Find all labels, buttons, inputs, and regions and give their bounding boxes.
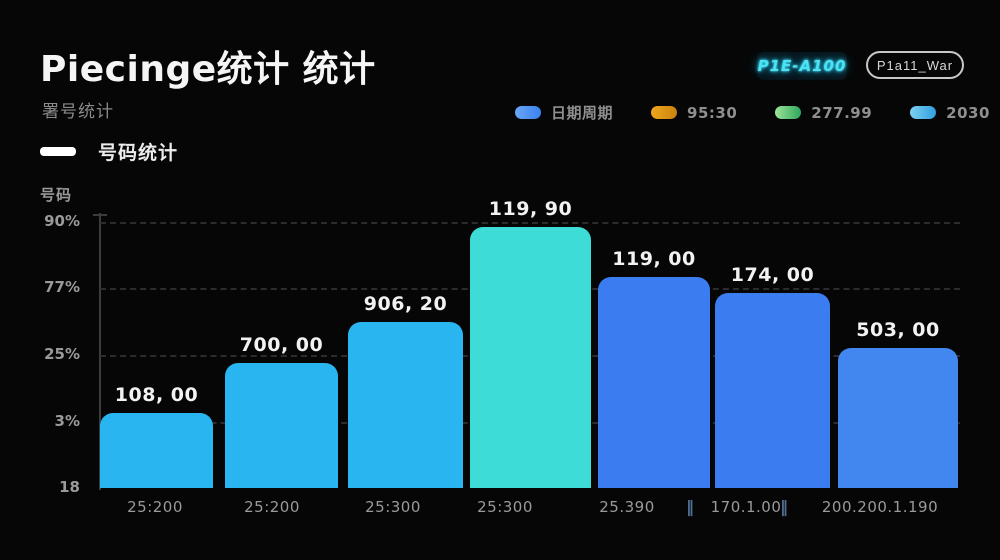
neon-watermark-badge: P1E-A100 (757, 52, 847, 80)
y-axis-tick-label: 18 (59, 478, 80, 496)
bar[interactable] (715, 293, 830, 488)
y-axis-tick-label: 3% (54, 412, 80, 430)
legend-item-label: 日期周期 (551, 104, 614, 122)
legend-item[interactable]: 2030 (910, 104, 990, 122)
x-axis-tick-label: 170.1.00 (710, 498, 782, 516)
bar-value-label: 906, 20 (363, 293, 448, 315)
legend-item[interactable]: 95:30 (651, 104, 737, 122)
legend-item-label: 95:30 (687, 103, 738, 122)
y-axis-line (99, 213, 101, 490)
x-axis-tick-label: 200.200.1.190 (821, 498, 939, 516)
axis-artifact-mark-icon: ‖ (780, 497, 788, 516)
bar[interactable] (348, 322, 463, 488)
bar-value-label: 174, 00 (730, 264, 815, 286)
y-axis-title: 号码 (40, 186, 73, 204)
bar-value-label: 119, 90 (488, 198, 573, 220)
page-title: Piecinge统计 统计 (40, 49, 376, 90)
axis-artifact-mark-icon: ‖ (686, 497, 694, 516)
legend-item-label: 2030 (946, 103, 990, 122)
legend-item-label: 277.99 (811, 103, 873, 122)
legend-swatch-icon (515, 106, 541, 119)
bar[interactable] (100, 413, 213, 488)
y-axis-top-tick-icon (93, 214, 107, 216)
y-axis-tick-label: 77% (44, 278, 80, 296)
bar[interactable] (598, 277, 710, 488)
x-axis-tick-label: 25:300 (477, 498, 533, 516)
bar-value-label: 108, 00 (114, 384, 199, 406)
y-axis-tick-label: 90% (44, 212, 80, 230)
bar[interactable] (225, 363, 338, 488)
legend-swatch-icon (775, 106, 802, 119)
bar-value-label: 700, 00 (239, 334, 324, 356)
legend-item[interactable]: 277.99 (775, 104, 872, 122)
bar[interactable] (470, 227, 591, 488)
bar-value-label: 119, 00 (612, 248, 696, 270)
x-axis-tick-label: 25:200 (127, 498, 183, 516)
page-subtitle: 署号统计 (42, 102, 114, 122)
top-legend: 日期周期 95:30 277.99 2030 (515, 102, 990, 123)
legend-dash-icon (40, 147, 76, 156)
series-legend-item[interactable]: 号码统计 (40, 138, 178, 165)
gridline (100, 222, 960, 224)
legend-item[interactable]: 日期周期 (515, 102, 613, 123)
x-axis-tick-label: 25:300 (365, 498, 421, 516)
pill-button[interactable]: P1a11_War (866, 51, 964, 79)
x-axis-tick-label: 25:200 (244, 498, 300, 516)
bar-value-label: 503, 00 (856, 319, 940, 341)
x-axis-tick-label: 25.390 (599, 498, 655, 516)
series-legend-label: 号码统计 (98, 142, 179, 164)
legend-swatch-icon (651, 106, 678, 119)
y-axis-tick-label: 25% (44, 345, 80, 363)
bar[interactable] (838, 348, 958, 488)
legend-swatch-icon (910, 106, 937, 119)
